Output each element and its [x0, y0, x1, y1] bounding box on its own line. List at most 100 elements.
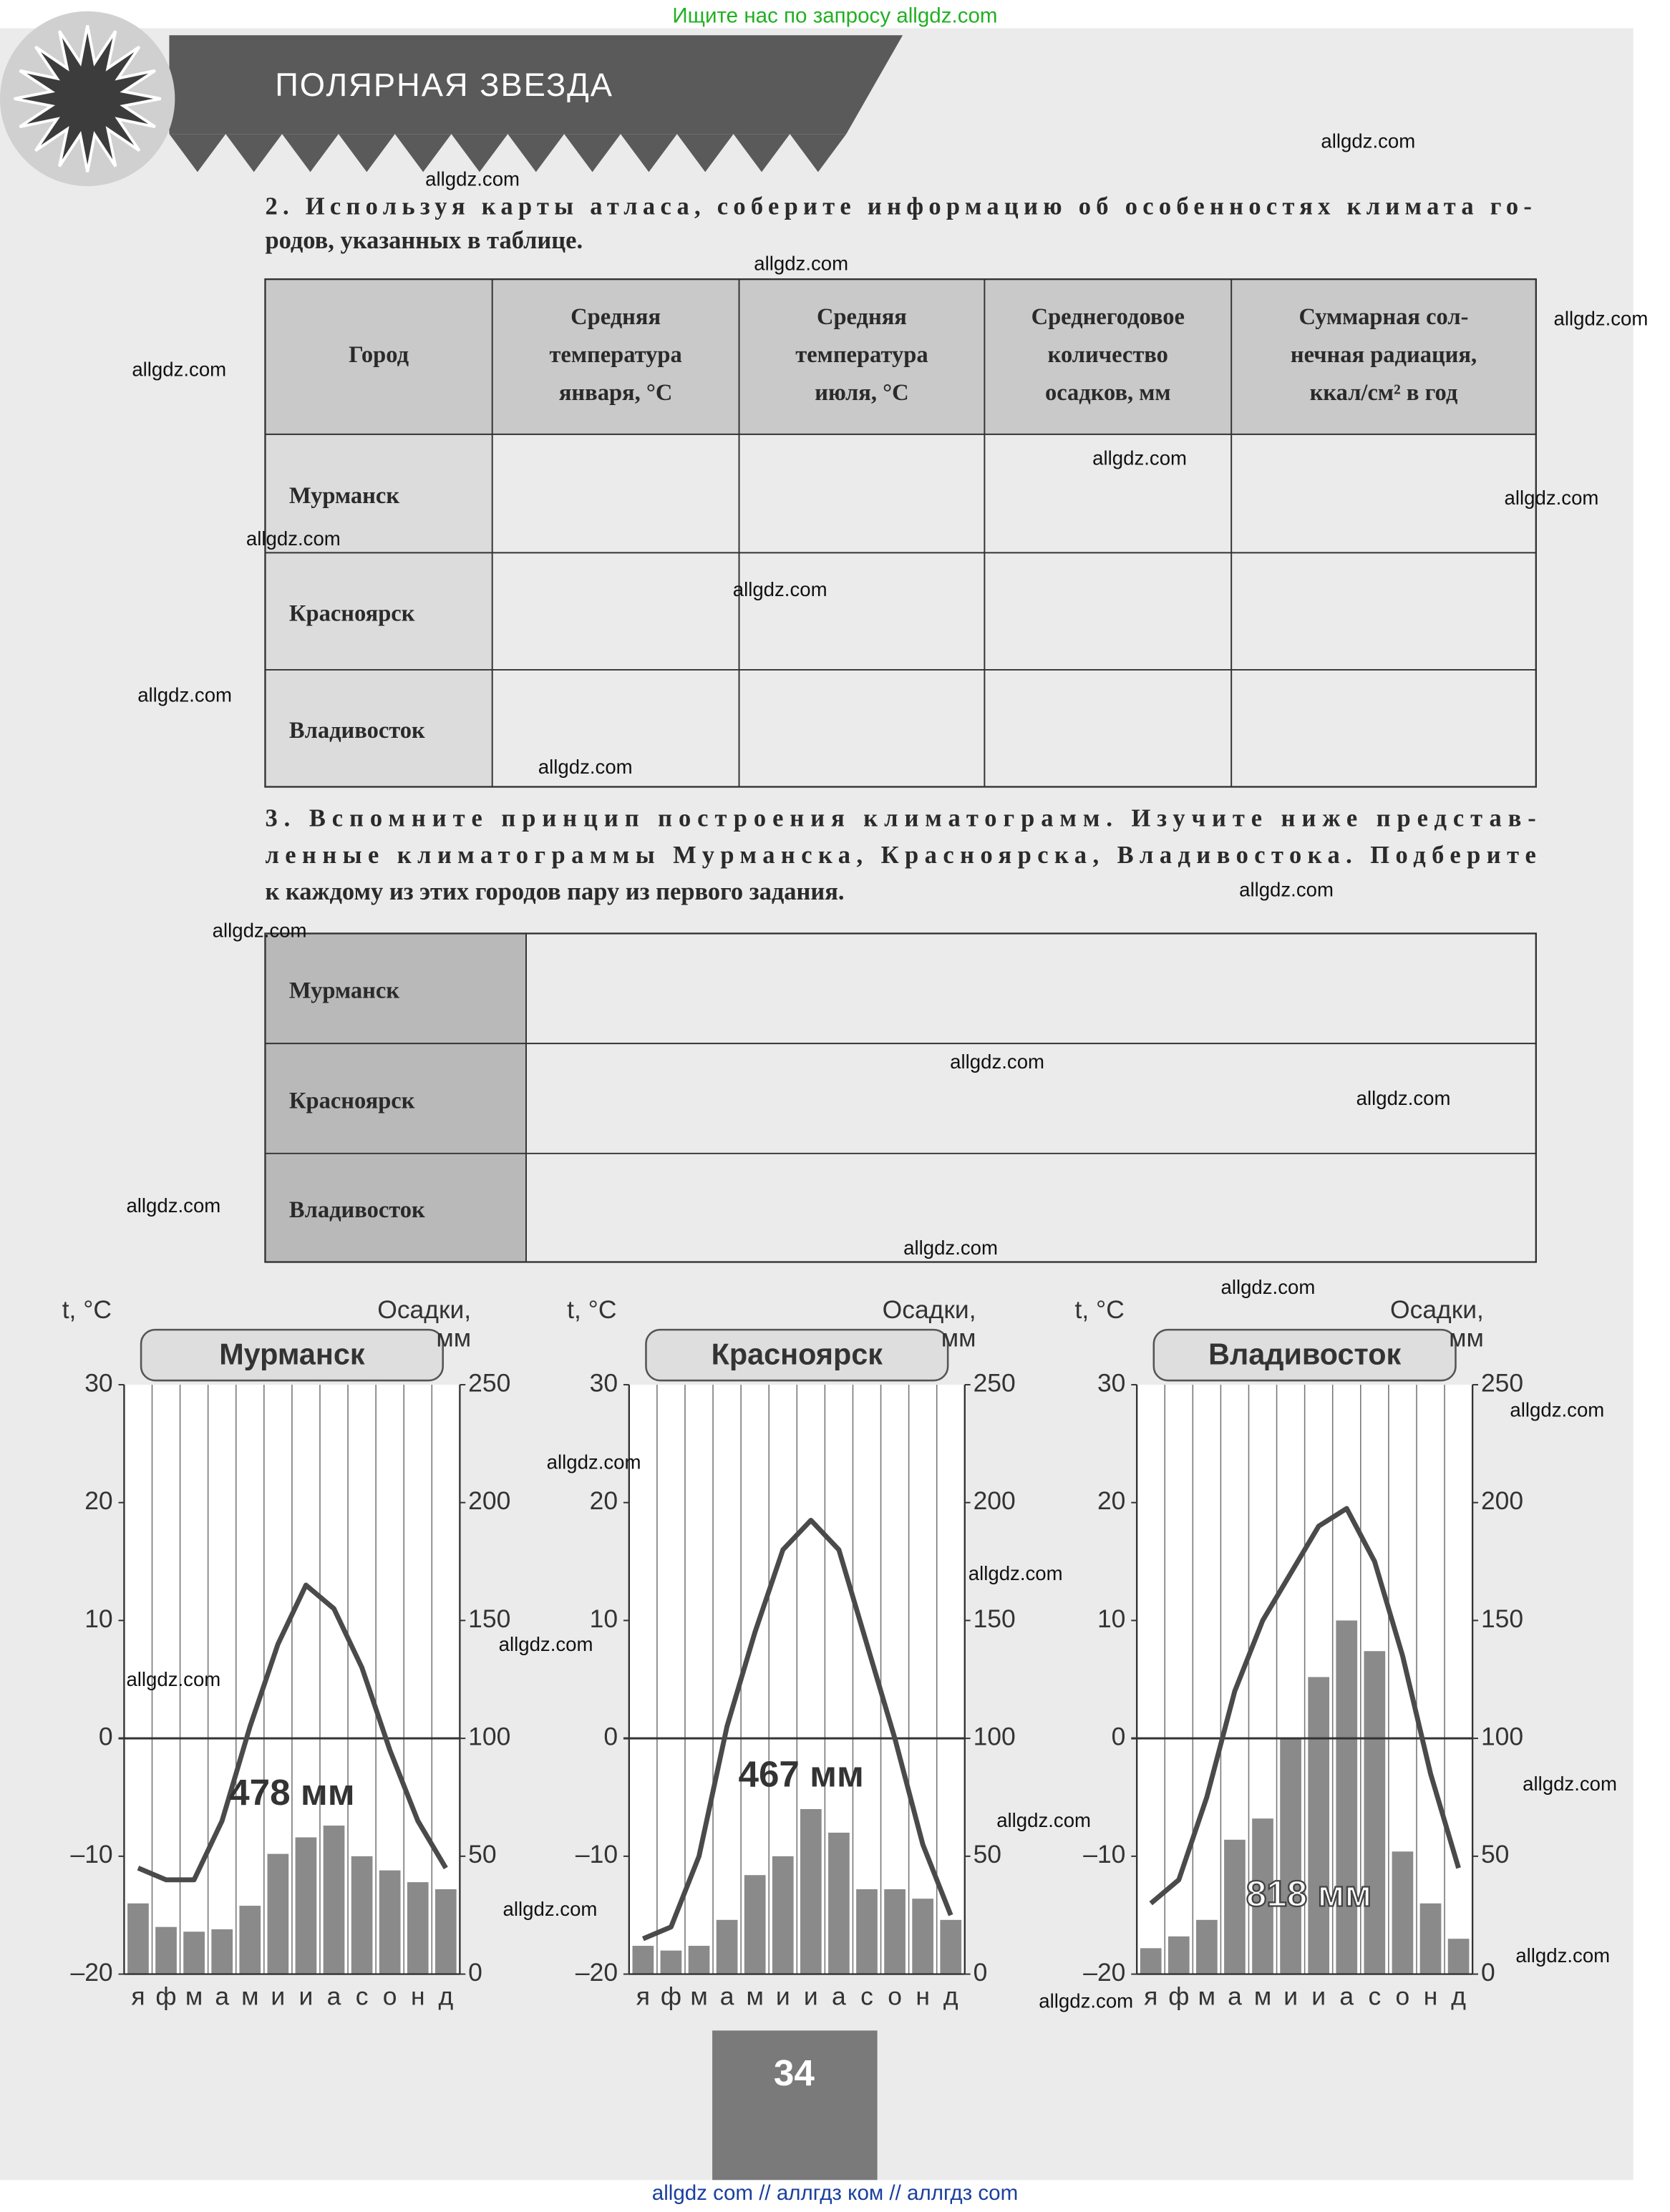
watermark: allgdz.com	[733, 578, 827, 600]
precipitation-bar	[351, 1856, 373, 1974]
table-header-bg	[265, 279, 1536, 434]
y2-axis-label: мм	[1449, 1323, 1484, 1352]
x-tick-label: а	[215, 1982, 229, 2010]
precipitation-bar	[1336, 1620, 1358, 1974]
y-axis-label: t, °C	[1074, 1295, 1124, 1324]
table-column-bg	[265, 933, 526, 1262]
precipitation-bar	[1280, 1738, 1301, 1974]
y-tick-label: –20	[70, 1958, 112, 1987]
precipitation-bar	[660, 1950, 682, 1974]
watermark: allgdz.com	[1092, 447, 1187, 469]
table-row-label: Владивосток	[289, 718, 425, 744]
header-zigzag	[169, 134, 847, 172]
y2-tick-label: 200	[1481, 1486, 1523, 1515]
precipitation-bar	[1196, 1919, 1218, 1974]
y-axis-label: t, °C	[567, 1295, 616, 1324]
precipitation-bar	[912, 1899, 934, 1974]
watermark: allgdz.com	[213, 920, 307, 942]
y2-axis-label: мм	[436, 1323, 471, 1352]
x-tick-label: я	[131, 1982, 145, 2010]
x-tick-label: и	[776, 1982, 790, 2010]
top-banner: Ищите нас по запросу allgdz.com	[672, 4, 997, 27]
y-tick-label: 10	[1097, 1604, 1125, 1633]
y2-axis-label: мм	[941, 1323, 976, 1352]
y-tick-label: 30	[84, 1368, 112, 1397]
x-tick-label: о	[888, 1982, 902, 2010]
x-tick-label: и	[1311, 1982, 1326, 2010]
annotation: 478 мм	[229, 1772, 354, 1813]
watermark: allgdz.com	[132, 359, 226, 381]
y-tick-label: 30	[590, 1368, 618, 1397]
y2-tick-label: 0	[1481, 1958, 1495, 1987]
table-header: нечная радиация,	[1291, 342, 1477, 368]
table-header: количество	[1048, 342, 1168, 368]
watermark: allgdz.com	[126, 1668, 220, 1690]
y-tick-label: 20	[590, 1486, 618, 1515]
y2-tick-label: 50	[1481, 1840, 1509, 1868]
watermark: allgdz.com	[1523, 1773, 1617, 1795]
table-header: июля, °C	[815, 380, 908, 406]
y-tick-label: 0	[99, 1722, 113, 1750]
precipitation-bar	[1419, 1903, 1442, 1974]
y-tick-label: –10	[70, 1840, 112, 1868]
annotation: 467 мм	[738, 1753, 863, 1794]
watermark: allgdz.com	[1356, 1087, 1451, 1109]
x-tick-label: а	[1228, 1982, 1242, 2010]
task-text: к каждому из этих городов пару из первог…	[265, 878, 844, 905]
y-tick-label: –20	[576, 1958, 618, 1987]
chart-title-box	[1152, 1328, 1457, 1382]
watermark: allgdz.com	[903, 1237, 998, 1259]
precipitation-bar	[239, 1906, 261, 1974]
y2-tick-label: 0	[974, 1958, 988, 1987]
precipitation-bar	[1308, 1677, 1330, 1974]
x-tick-label: м	[1254, 1982, 1271, 2010]
y2-tick-label: 0	[468, 1958, 482, 1987]
y2-tick-label: 100	[1481, 1722, 1523, 1750]
precipitation-bar	[800, 1808, 822, 1974]
x-tick-label: н	[1424, 1982, 1438, 2010]
y2-axis-label: Осадки,	[883, 1295, 976, 1324]
table-row-label: Мурманск	[289, 978, 399, 1004]
x-tick-label: я	[1144, 1982, 1157, 2010]
table-border	[264, 278, 1537, 788]
table-column-bg	[265, 434, 492, 787]
y-tick-label: –10	[576, 1840, 618, 1868]
precipitation-bar	[1447, 1939, 1470, 1974]
table-header: Суммарная сол-	[1299, 304, 1469, 330]
y2-tick-label: 100	[468, 1722, 510, 1750]
task-text: родов, указанных в таблице.	[265, 227, 583, 254]
precipitation-bar	[716, 1919, 738, 1974]
y2-tick-label: 150	[974, 1604, 1016, 1633]
watermark: allgdz.com	[1515, 1944, 1610, 1967]
temperature-line	[137, 1582, 448, 1883]
x-tick-label: и	[1283, 1982, 1298, 2010]
x-tick-label: ф	[661, 1982, 681, 2010]
x-tick-label: а	[1339, 1982, 1354, 2010]
watermark: allgdz.com	[503, 1898, 598, 1920]
precipitation-bar	[323, 1826, 345, 1974]
precipitation-bar	[295, 1837, 317, 1974]
x-tick-label: ф	[155, 1982, 176, 2010]
precipitation-bar	[856, 1889, 878, 1974]
y-tick-label: 10	[590, 1604, 618, 1633]
chart-title-box	[140, 1328, 445, 1382]
table-header: января, °C	[559, 380, 673, 406]
y2-tick-label: 50	[468, 1840, 496, 1868]
x-tick-label: с	[1368, 1982, 1381, 2010]
header-banner	[169, 35, 903, 135]
precipitation-bar	[127, 1903, 149, 1974]
precipitation-bar	[1364, 1651, 1386, 1974]
y2-tick-label: 250	[974, 1368, 1016, 1397]
x-tick-label: н	[411, 1982, 425, 2010]
table-header: ккал/см² в год	[1310, 380, 1458, 406]
chart-title-box	[645, 1328, 949, 1382]
watermark: allgdz.com	[547, 1451, 641, 1473]
x-tick-label: м	[746, 1982, 763, 2010]
x-tick-label: и	[299, 1982, 314, 2010]
chart-title: Мурманск	[219, 1338, 365, 1370]
y2-axis-label: Осадки,	[1390, 1295, 1484, 1324]
precipitation-bar	[772, 1856, 794, 1974]
table-header: Город	[349, 342, 409, 368]
table-row-label: Мурманск	[289, 483, 399, 509]
